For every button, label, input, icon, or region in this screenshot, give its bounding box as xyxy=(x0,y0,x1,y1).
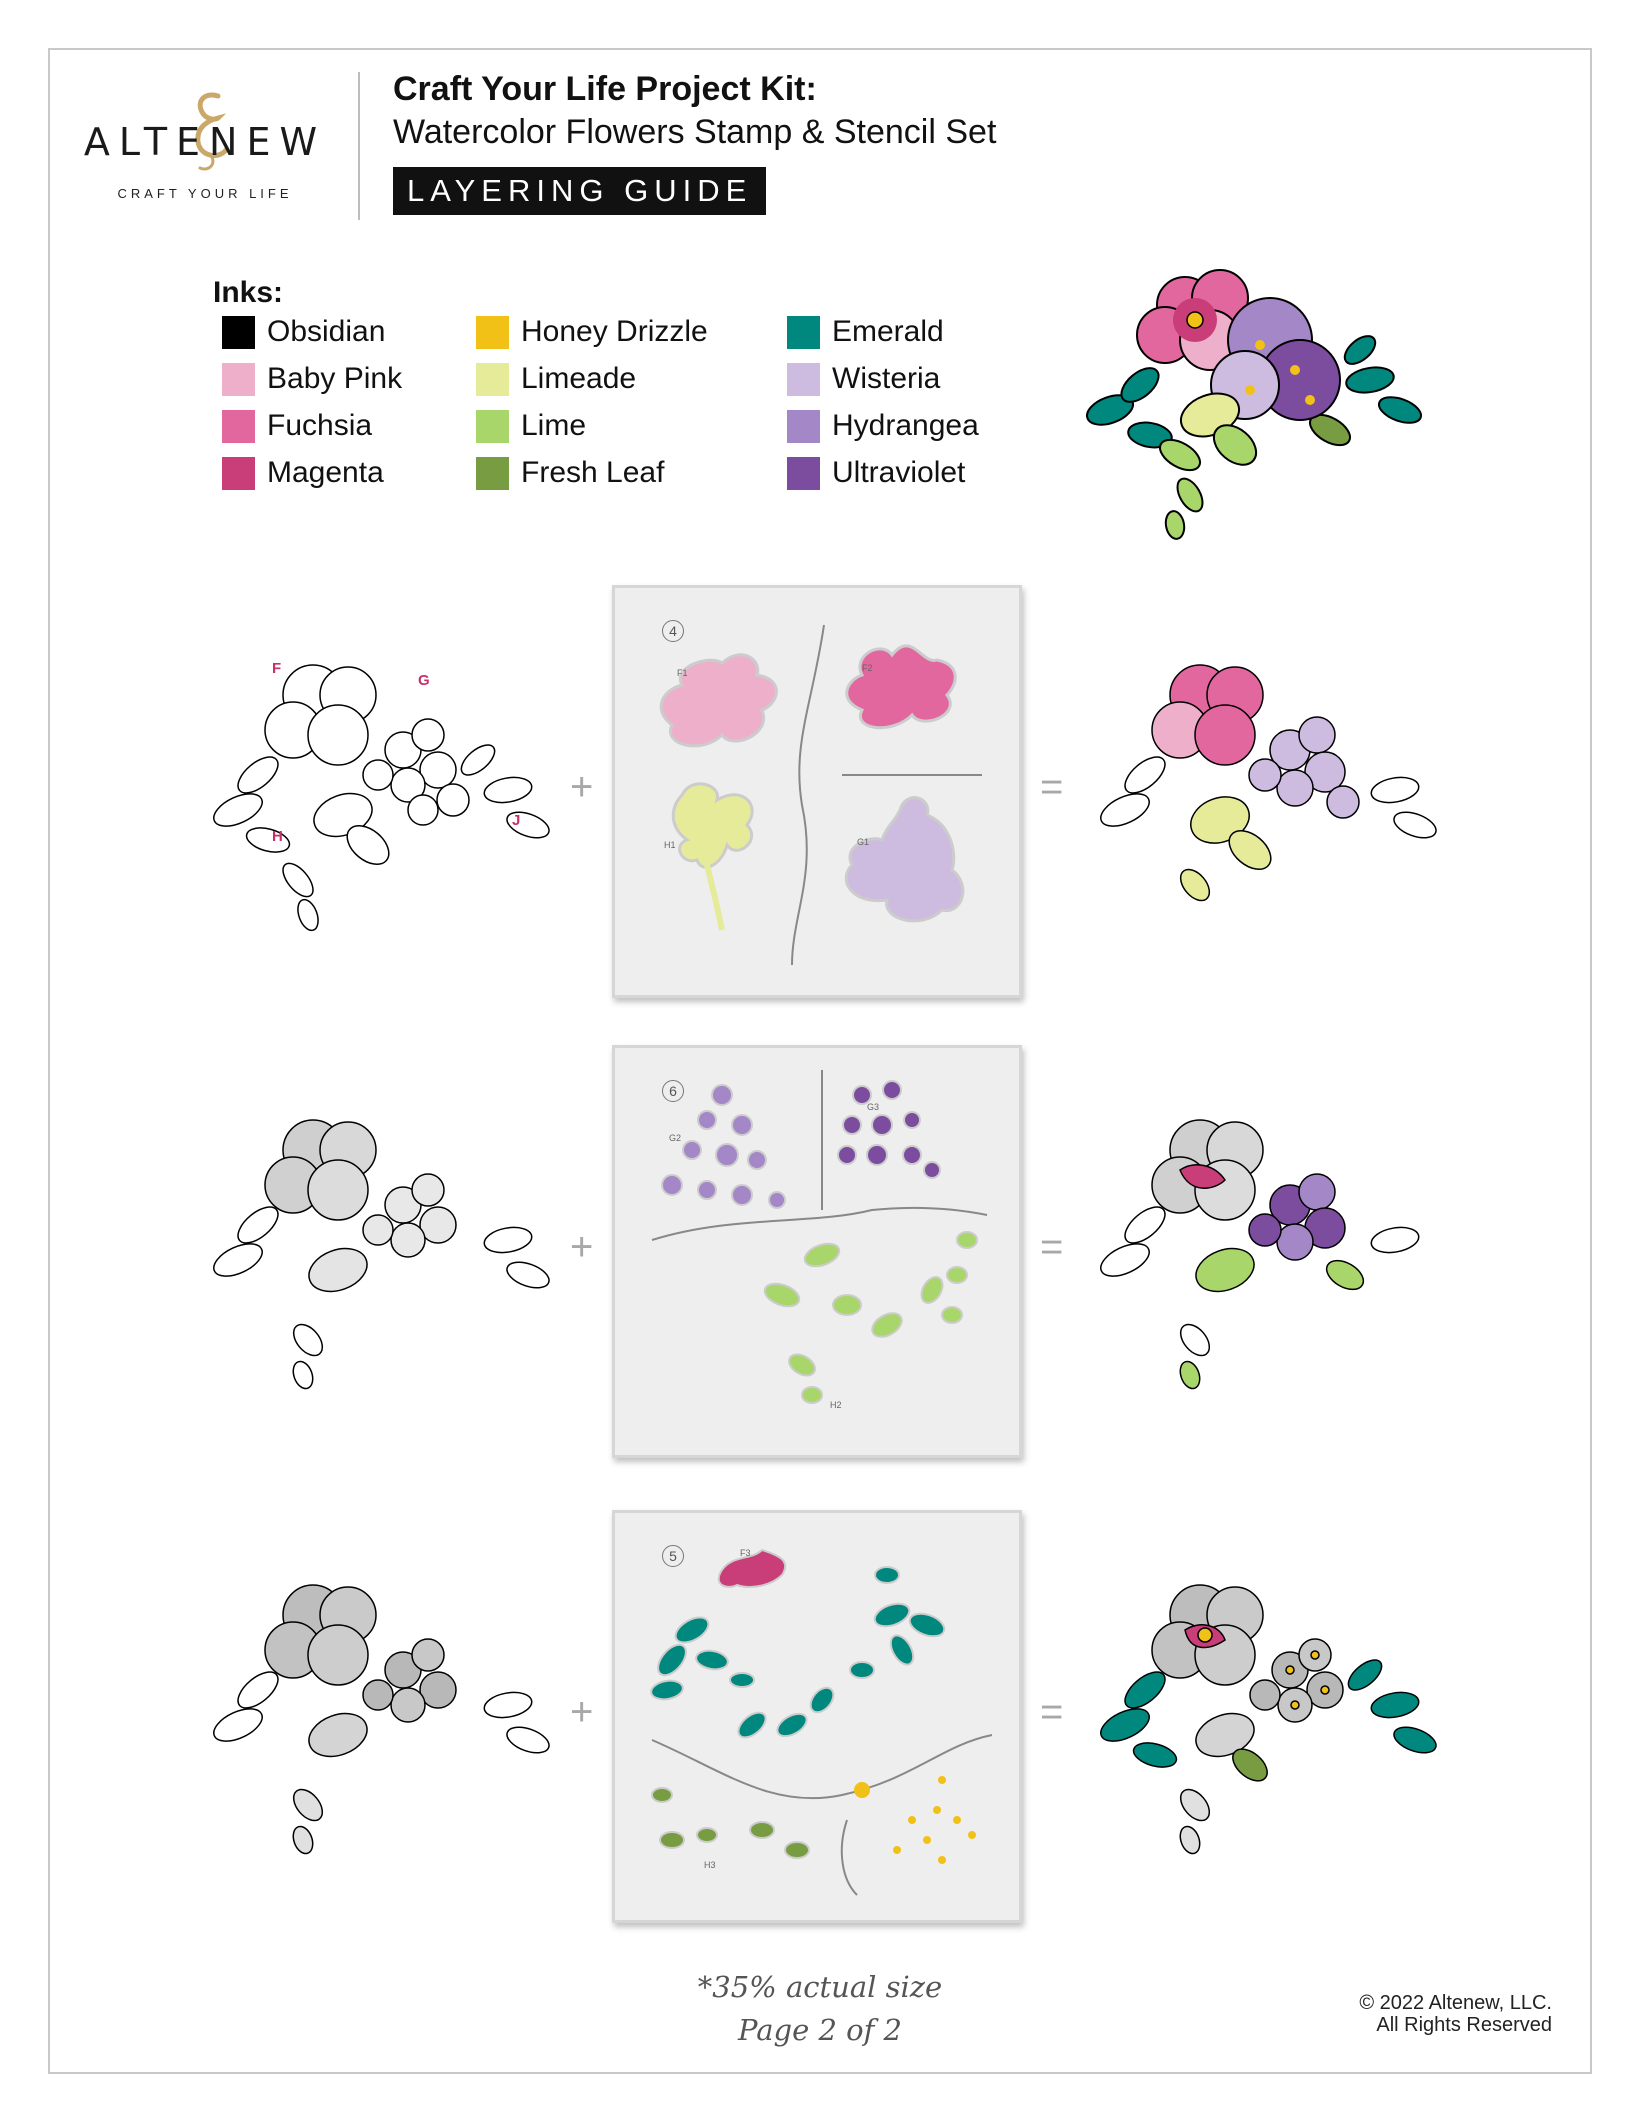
stamp-shaded-row-3 xyxy=(213,1584,550,1855)
stencil-4: 4 F1 F2 H1 G1 xyxy=(612,585,1022,998)
page-subtitle: Watercolor Flowers Stamp & Stencil Set xyxy=(393,113,997,151)
stencil-number-2: 6 xyxy=(662,1080,684,1102)
inks-heading: Inks: xyxy=(213,276,284,309)
scale-note: *35% actual size xyxy=(697,1970,943,2004)
ink-name: Honey Drizzle xyxy=(521,315,708,348)
altenew-logo: ALTENEW CRAFT YOUR LIFE xyxy=(70,90,340,210)
page-number: Page 2 of 2 xyxy=(738,2013,902,2047)
stamp-label-f: F xyxy=(272,660,282,677)
ink-item: Lime xyxy=(476,409,586,443)
ink-name: Ultraviolet xyxy=(832,456,966,489)
stencil-label-g3: G3 xyxy=(867,1102,880,1112)
plus-operator: + xyxy=(570,765,594,809)
ink-name: Obsidian xyxy=(267,315,386,348)
ink-name: Magenta xyxy=(267,456,384,489)
ampersand-logo-icon xyxy=(195,92,229,171)
equals-operator-3: = xyxy=(1040,1690,1064,1734)
layering-guide-badge: LAYERING GUIDE xyxy=(393,167,767,215)
stencil-5-shapes xyxy=(650,1548,993,1896)
pink-flower xyxy=(1136,269,1249,371)
copyright: © 2022 Altenew, LLC. xyxy=(1359,1992,1552,2014)
ink-swatch xyxy=(222,409,255,443)
result-row-1 xyxy=(1100,664,1437,902)
ink-item: Obsidian xyxy=(222,315,385,349)
stencil-label-f1: F1 xyxy=(677,668,688,678)
ink-item: Wisteria xyxy=(787,362,940,396)
plus-operator-2: + xyxy=(570,1225,594,1269)
hydrangea-cluster xyxy=(1210,297,1341,421)
stencil-6-shapes xyxy=(651,1070,988,1404)
plus-operator-3: + xyxy=(570,1690,594,1734)
stamp-label-j: J xyxy=(512,812,521,829)
stencil-4-shapes xyxy=(659,624,982,966)
stencil-number: 4 xyxy=(662,620,684,642)
stamp-label-g: G xyxy=(418,672,430,689)
ink-item: Emerald xyxy=(787,315,944,349)
stencil-label-f3: F3 xyxy=(740,1548,751,1558)
stencil-number-3: 5 xyxy=(662,1545,684,1567)
brand-name: ALTENEW xyxy=(83,120,327,164)
ink-name: Limeade xyxy=(521,362,637,395)
ink-item: Hydrangea xyxy=(787,409,979,443)
stencil-label-h2: H2 xyxy=(830,1400,842,1410)
ink-swatch xyxy=(787,362,820,396)
stamp-outline-row-1 xyxy=(213,664,550,932)
ink-swatch xyxy=(476,456,509,490)
stamp-label-h: H xyxy=(272,828,283,845)
equals-operator-2: = xyxy=(1040,1225,1064,1269)
stencil-5: 5 F3 H3 xyxy=(612,1510,1022,1923)
ink-name: Lime xyxy=(521,409,587,442)
result-row-3 xyxy=(1100,1584,1437,1855)
leaf-cluster-left xyxy=(1086,367,1204,540)
leaf-cluster-right xyxy=(1309,335,1423,447)
ink-name: Fresh Leaf xyxy=(521,456,665,489)
result-row-2 xyxy=(1100,1119,1420,1390)
stencil-label-h1: H1 xyxy=(664,840,676,850)
ink-swatch xyxy=(222,315,255,349)
ink-item: Ultraviolet xyxy=(787,456,965,490)
ink-swatch xyxy=(222,362,255,396)
ink-item: Fresh Leaf xyxy=(476,456,664,490)
ink-item: Magenta xyxy=(222,456,384,490)
ink-swatch xyxy=(222,456,255,490)
ink-name: Baby Pink xyxy=(267,362,403,395)
ink-swatch xyxy=(787,315,820,349)
ink-swatch xyxy=(476,362,509,396)
ink-name: Emerald xyxy=(832,315,944,348)
stencil-label-h3: H3 xyxy=(704,1860,716,1870)
equals-operator: = xyxy=(1040,765,1064,809)
stencil-6: 6 G2 G3 H2 xyxy=(612,1045,1022,1458)
header-divider xyxy=(358,72,360,220)
page-title: Craft Your Life Project Kit: xyxy=(393,70,817,108)
finished-card-preview xyxy=(1086,269,1423,540)
stencil-label-g2: G2 xyxy=(669,1133,682,1143)
ink-name: Fuchsia xyxy=(267,409,373,442)
stamp-shaded-row-2 xyxy=(213,1119,550,1390)
stencil-label-g1: G1 xyxy=(857,837,870,847)
ink-item: Honey Drizzle xyxy=(476,315,708,349)
brand-tagline: CRAFT YOUR LIFE xyxy=(117,186,293,201)
ink-name: Hydrangea xyxy=(832,409,979,442)
ink-swatch xyxy=(476,409,509,443)
ink-swatch xyxy=(476,315,509,349)
rights-reserved: All Rights Reserved xyxy=(1376,2014,1552,2036)
ink-swatch xyxy=(787,409,820,443)
page-frame xyxy=(48,48,1592,2074)
ink-item: Fuchsia xyxy=(222,409,372,443)
stencil-label-f2: F2 xyxy=(862,663,873,673)
ink-item: Limeade xyxy=(476,362,636,396)
lime-leaves xyxy=(1179,392,1258,466)
ink-swatch xyxy=(787,456,820,490)
ink-name: Wisteria xyxy=(832,362,941,395)
ink-item: Baby Pink xyxy=(222,362,402,396)
